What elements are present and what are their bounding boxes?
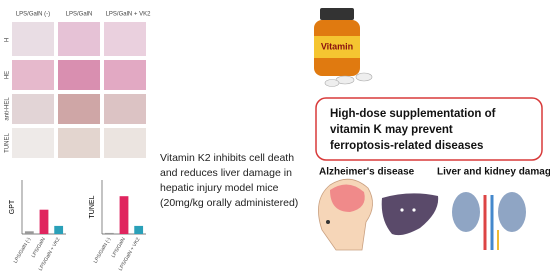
column-header: LPS/GalN (-) [16,12,50,18]
y-axis-label: GPT [9,199,16,214]
row-label: TUNEL [5,133,11,153]
description-line: hepatic injury model mice [160,182,279,194]
bar [119,196,129,234]
liver-illustration [381,193,439,236]
micrograph-grid [12,22,146,158]
description-line: and reduces liver damage in [160,167,292,179]
bar [39,209,49,234]
disease-label: Alzheimer's disease [319,167,415,178]
callout-line: vitamin K may prevent [330,124,453,136]
column-header: LPS/GalN + VK2 [106,12,152,18]
x-tick-label: LPS/GalN (-) [13,236,33,264]
row-label: HE [5,71,11,79]
callout-line: High-dose supplementation of [330,108,496,120]
disease-label: Liver and kidney damages [437,167,550,178]
y-axis-label: TUNEL [89,195,96,218]
kidney-illustration [452,192,526,250]
bar [24,231,34,234]
callout-box [315,97,543,161]
row-label: anti-HEL [5,97,11,121]
row-label: H [5,38,11,42]
bar [54,225,64,234]
description-line: Vitamin K2 inhibits cell death [160,152,294,164]
vitamin-bottle [314,8,373,87]
brain-illustration [318,178,373,251]
x-tick-label: LPS/GalN (-) [93,236,113,264]
bottle-label: Vitamin [321,41,353,51]
column-header: LPS/GalN [66,12,93,18]
bar [134,225,144,234]
callout-line: ferroptosis-related diseases [330,140,483,152]
description-line: (20mg/kg orally administered) [160,197,298,209]
bar [104,232,114,234]
